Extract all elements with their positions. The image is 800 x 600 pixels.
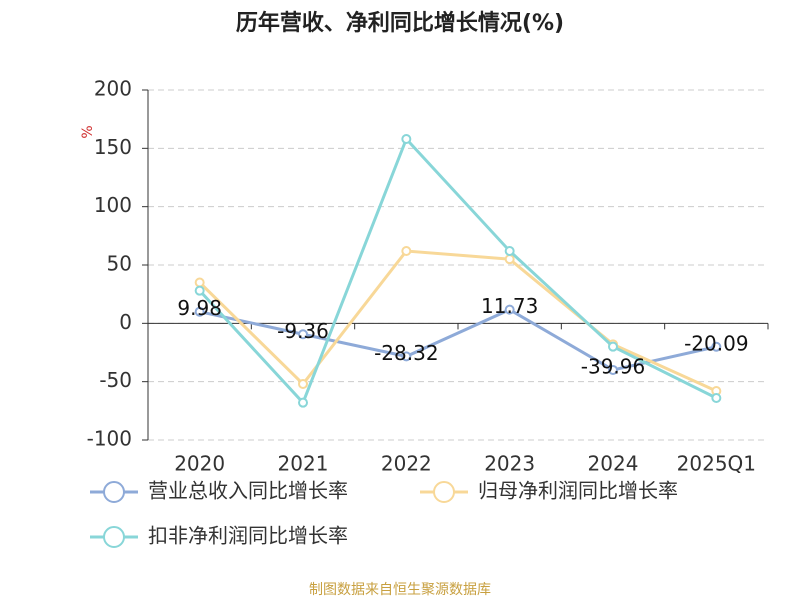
x-tick-label: 2021 [278, 452, 329, 476]
data-point [401, 246, 412, 256]
y-tick-label: -100 [87, 427, 132, 451]
series-line [198, 136, 718, 406]
legend-marker [103, 481, 125, 503]
chart-title: 历年营收、净利同比增长情况(%) [236, 10, 564, 36]
x-tick-label: 2022 [381, 452, 432, 476]
data-point [608, 364, 618, 375]
legend-marker [433, 481, 455, 503]
data-label: 11.73 [481, 294, 538, 318]
legend-label: 归母净利润同比增长率 [478, 479, 678, 503]
data-label: 9.98 [177, 296, 222, 320]
y-axis-label: % [80, 125, 96, 138]
data-point [608, 341, 618, 352]
data-point [298, 397, 308, 408]
y-tick-label: 200 [94, 77, 132, 101]
y-tick-label: -50 [99, 368, 132, 392]
data-point [298, 379, 308, 389]
source-note: 制图数据来自恒生聚源数据库 [309, 582, 491, 598]
legend-marker [103, 526, 125, 548]
y-tick-label: 0 [119, 310, 132, 334]
data-point [711, 341, 722, 352]
legend-label: 营业总收入同比增长率 [148, 479, 348, 503]
y-tick-label: 150 [94, 135, 132, 159]
x-tick-label: 2023 [484, 452, 535, 476]
data-label: -28.32 [374, 341, 438, 365]
data-point [504, 246, 515, 256]
y-tick-label: 50 [107, 252, 132, 276]
data-label: -39.96 [581, 354, 645, 378]
data-point [194, 285, 205, 296]
series-line [199, 307, 717, 372]
y-tick-label: 100 [94, 193, 132, 217]
x-tick-label: 2020 [174, 452, 225, 476]
x-tick-label: 2024 [588, 452, 639, 476]
data-point [504, 304, 515, 315]
legend-label: 扣非净利润同比增长率 [148, 524, 348, 548]
data-point [401, 134, 412, 144]
data-point [298, 329, 308, 340]
data-point [504, 254, 515, 265]
data-point [401, 351, 412, 362]
data-label: -20.09 [684, 331, 748, 355]
data-label: -9.36 [277, 319, 329, 343]
data-point [711, 393, 722, 403]
data-point [194, 306, 205, 317]
x-tick-label: 2025Q1 [677, 452, 756, 476]
data-point [194, 277, 205, 288]
series-line [198, 249, 717, 393]
